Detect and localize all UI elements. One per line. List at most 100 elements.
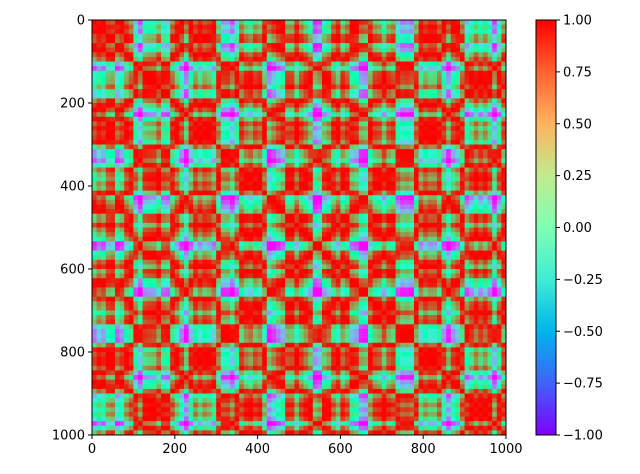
heatmap-cell	[303, 250, 309, 256]
heatmap-cell	[193, 398, 199, 404]
heatmap-cell	[335, 319, 341, 325]
heatmap-cell	[142, 305, 148, 312]
heatmap-cell	[280, 38, 286, 44]
heatmap-cell	[312, 421, 318, 427]
heatmap-cell	[101, 430, 107, 435]
heatmap-cell	[220, 222, 226, 229]
heatmap-cell	[151, 259, 157, 265]
heatmap-cell	[239, 93, 245, 99]
heatmap-cell	[317, 259, 323, 265]
heatmap-cell	[230, 218, 236, 224]
heatmap-cell	[197, 398, 203, 404]
heatmap-cell	[124, 255, 130, 261]
heatmap-cell	[317, 425, 323, 431]
heatmap-cell	[147, 98, 153, 104]
heatmap-cell	[174, 365, 180, 372]
heatmap-cell	[128, 430, 134, 435]
heatmap-cell	[312, 245, 318, 252]
heatmap-image	[92, 20, 506, 435]
heatmap-cell	[119, 75, 125, 81]
heatmap-cell	[119, 324, 125, 330]
heatmap-cell	[317, 167, 323, 173]
heatmap-cell	[101, 66, 107, 72]
heatmap-cell	[243, 56, 249, 63]
heatmap-cell	[303, 56, 309, 63]
heatmap-cell	[105, 227, 111, 233]
heatmap-cell	[110, 264, 116, 270]
heatmap-cell	[303, 126, 309, 132]
heatmap-cell	[271, 204, 277, 210]
heatmap-cell	[294, 338, 300, 344]
heatmap-cell	[308, 250, 314, 256]
heatmap-cell	[197, 425, 203, 431]
heatmap-cell	[188, 70, 194, 76]
heatmap-cell	[165, 416, 171, 422]
heatmap-cell	[220, 181, 226, 187]
heatmap-cell	[299, 56, 305, 63]
heatmap-cell	[105, 338, 111, 344]
heatmap-cell	[101, 324, 107, 330]
heatmap-cell	[271, 61, 277, 67]
heatmap-cell	[271, 319, 277, 325]
heatmap-cell	[96, 232, 102, 238]
heatmap-cell	[133, 292, 139, 298]
heatmap-cell	[179, 38, 185, 44]
heatmap-cell	[285, 199, 291, 206]
heatmap-cell	[294, 342, 300, 348]
heatmap-cell	[335, 393, 341, 399]
heatmap-cell	[345, 75, 351, 81]
heatmap-cell	[128, 121, 134, 127]
heatmap-cell	[216, 162, 222, 169]
heatmap-cell	[128, 278, 134, 284]
heatmap-cell	[179, 227, 185, 233]
heatmap-cell	[239, 24, 245, 30]
heatmap-cell	[110, 411, 116, 418]
heatmap-cell	[207, 181, 213, 187]
heatmap-cell	[317, 153, 323, 159]
heatmap-cell	[266, 43, 272, 49]
heatmap-cell	[331, 75, 337, 81]
heatmap-cell	[193, 264, 199, 270]
heatmap-cell	[276, 158, 282, 164]
heatmap-cell	[266, 379, 272, 385]
heatmap-cell	[230, 310, 236, 316]
heatmap-cell	[147, 255, 153, 261]
heatmap-cell	[156, 255, 162, 261]
heatmap-cell	[271, 89, 277, 95]
heatmap-cell	[308, 333, 314, 339]
heatmap-cell	[335, 342, 341, 348]
heatmap-cell	[317, 421, 323, 427]
heatmap-cell	[266, 402, 272, 408]
heatmap-cell	[317, 430, 323, 435]
heatmap-cell	[340, 52, 346, 58]
heatmap-cell	[211, 310, 217, 316]
heatmap-cell	[253, 425, 259, 431]
heatmap-cell	[220, 61, 226, 67]
heatmap-cell	[308, 282, 314, 289]
heatmap-cell	[115, 388, 121, 395]
heatmap-cell	[285, 66, 291, 72]
heatmap-cell	[266, 195, 272, 201]
heatmap-cell	[322, 282, 328, 289]
heatmap-cell	[276, 222, 282, 229]
heatmap-cell	[322, 70, 328, 76]
heatmap-cell	[294, 305, 300, 312]
heatmap-cell	[133, 89, 139, 95]
heatmap-cell	[257, 361, 263, 367]
heatmap-cell	[331, 43, 337, 49]
heatmap-cell	[220, 333, 226, 339]
heatmap-cell	[317, 393, 323, 399]
heatmap-cell	[197, 209, 203, 215]
heatmap-cell	[207, 158, 213, 164]
heatmap-cell	[326, 149, 332, 155]
heatmap-cell	[105, 259, 111, 265]
heatmap-cell	[188, 218, 194, 224]
heatmap-cell	[119, 218, 125, 224]
heatmap-cell	[184, 153, 190, 159]
heatmap-cell	[142, 24, 148, 30]
heatmap-cell	[312, 172, 318, 178]
heatmap-cell	[289, 199, 295, 206]
heatmap-cell	[220, 47, 226, 53]
heatmap-cell	[202, 333, 208, 339]
heatmap-cell	[165, 181, 171, 187]
